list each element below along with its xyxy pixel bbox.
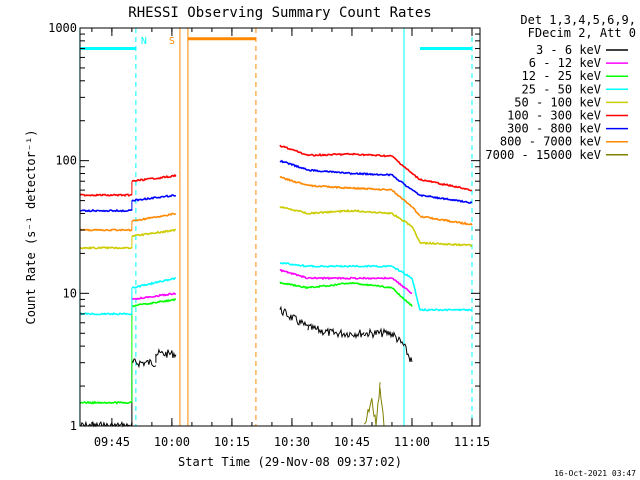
series-50-100-kev xyxy=(79,205,473,250)
x-tick-label-6: 11:15 xyxy=(454,435,490,449)
series-100-300-kev xyxy=(79,144,473,197)
marker-label-0: N xyxy=(141,36,147,47)
series-3-6-kev xyxy=(79,305,413,428)
legend: Det 1,3,4,5,6,9,FDecim 2, Att 0 3 - 6 keV… xyxy=(485,13,636,162)
legend-label-5: 100 - 300 keV xyxy=(507,109,601,123)
plot-frame xyxy=(79,27,481,427)
series-800-7000-kev xyxy=(79,175,473,232)
series-12-25-kev xyxy=(79,281,413,405)
y-tick-label-3: 1000 xyxy=(48,21,77,35)
series-300-800-kev xyxy=(79,159,473,213)
series-25-50-kev xyxy=(79,262,473,316)
footer-timestamp: 16-Oct-2021 03:47 xyxy=(554,469,636,478)
x-tick-label-0: 09:45 xyxy=(94,435,130,449)
legend-label-7: 800 - 7000 keV xyxy=(500,135,601,149)
y-tick-label-0: 1 xyxy=(70,419,77,433)
axis-layer: 1 10 100 1000 09:45 10:00 10:15 10:30 10:45 11:00… xyxy=(48,21,490,449)
y-tick-label-1: 10 xyxy=(63,286,77,300)
legend-label-3: 25 - 50 keV xyxy=(522,82,601,96)
legend-header-1: FDecim 2, Att 0 xyxy=(528,26,636,40)
series-7000-15000-kev xyxy=(363,382,385,427)
x-tick-label-1: 10:00 xyxy=(154,435,190,449)
series-6-12-kev xyxy=(131,268,413,301)
legend-label-0: 3 - 6 keV xyxy=(536,43,601,57)
legend-label-4: 50 - 100 keV xyxy=(514,95,601,109)
x-tick-label-4: 10:45 xyxy=(334,435,370,449)
marker-label-1: S xyxy=(169,36,175,47)
x-tick-label-2: 10:15 xyxy=(214,435,250,449)
x-axis-label: Start Time (29-Nov-08 09:37:02) xyxy=(178,455,402,469)
legend-label-8: 7000 - 15000 keV xyxy=(485,148,601,162)
legend-label-6: 300 - 800 keV xyxy=(507,122,601,136)
chart-title: RHESSI Observing Summary Count Rates xyxy=(128,5,431,21)
y-tick-label-2: 100 xyxy=(55,154,77,168)
legend-label-1: 6 - 12 keV xyxy=(529,56,601,70)
legend-header-0: Det 1,3,4,5,6,9, xyxy=(520,13,636,27)
y-axis-label: Count Rate (s⁻¹ detector⁻¹) xyxy=(24,129,38,324)
x-tick-label-5: 11:00 xyxy=(394,435,430,449)
legend-label-2: 12 - 25 keV xyxy=(522,69,601,83)
x-tick-label-3: 10:30 xyxy=(274,435,310,449)
